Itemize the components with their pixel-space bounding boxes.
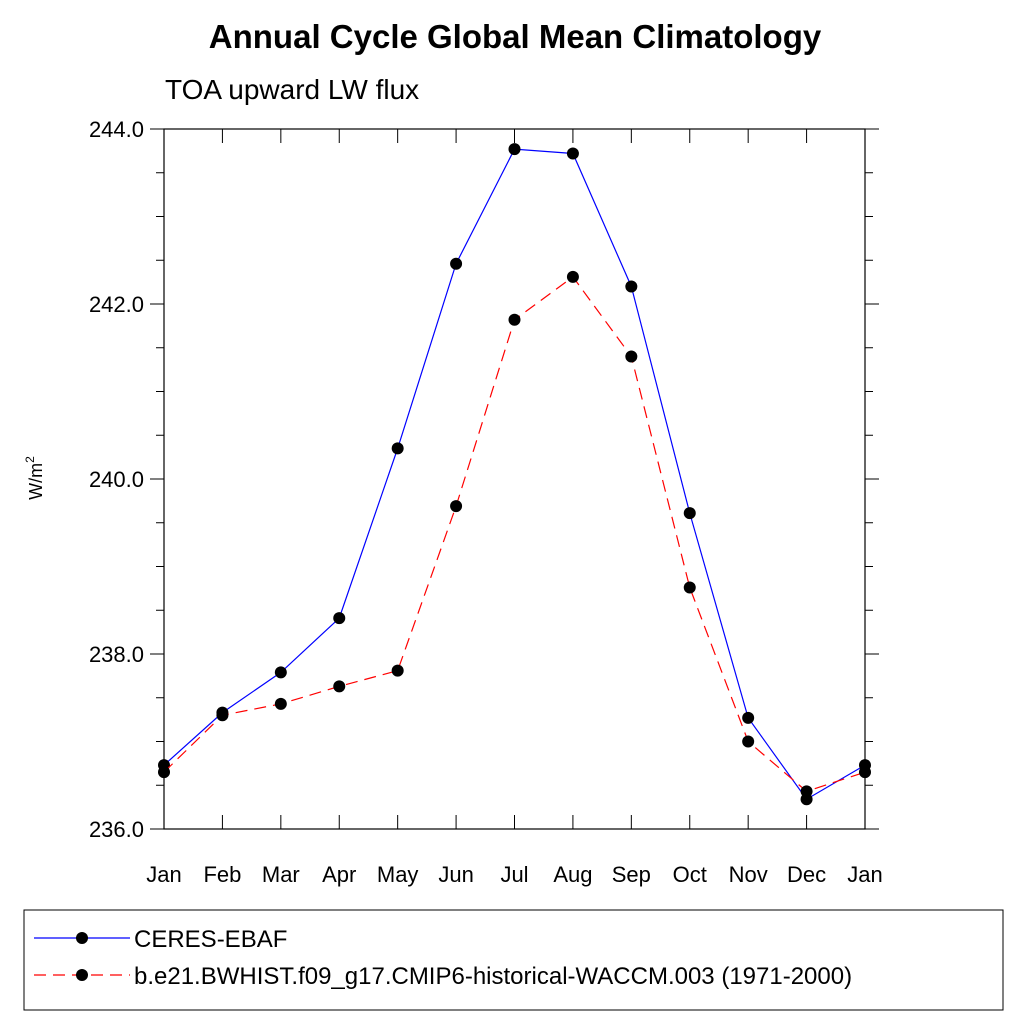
x-tick-labels: Jan Feb Mar Apr May Jun Jul Aug Sep Oct Nov Dec Jan [146, 862, 882, 887]
x-tick-label: Jul [500, 862, 528, 887]
legend-marker [76, 969, 88, 981]
x-tick-label: May [377, 862, 419, 887]
series-line [163, 276, 866, 793]
chart-subtitle: TOA upward LW flux [165, 74, 419, 105]
legend-label: CERES-EBAF [134, 926, 287, 953]
data-point [391, 664, 404, 677]
series-1 [158, 143, 871, 806]
series-line [163, 148, 866, 801]
plot-frame [163, 128, 866, 830]
y-tick-label: 240.0 [89, 467, 144, 492]
data-point [216, 709, 229, 722]
data-point [450, 257, 463, 270]
series-layer [158, 143, 871, 806]
x-tick-label: Apr [322, 862, 356, 887]
legend-entry: b.e21.BWHIST.f09_g17.CMIP6-historical-WA… [34, 963, 852, 990]
data-point [508, 143, 521, 156]
data-point [274, 666, 287, 679]
data-point [859, 766, 871, 779]
x-tick-label: Feb [203, 862, 241, 887]
data-point [742, 711, 755, 724]
y-tick-label: 242.0 [89, 292, 144, 317]
data-point [450, 500, 463, 513]
data-point [333, 612, 346, 625]
data-point [566, 147, 579, 160]
data-point [683, 581, 696, 594]
x-tick-label: Aug [553, 862, 592, 887]
legend-entry: CERES-EBAF [34, 926, 287, 953]
axis-ticks [150, 128, 879, 830]
y-axis-label: W/m2 [23, 456, 46, 500]
x-tick-label: Oct [673, 862, 707, 887]
data-point [625, 280, 638, 293]
data-point [391, 442, 404, 455]
data-point [683, 507, 696, 520]
data-point [333, 680, 346, 693]
x-tick-label: Nov [729, 862, 768, 887]
x-tick-label: Mar [262, 862, 300, 887]
x-tick-label: Dec [787, 862, 826, 887]
legend-marker [76, 932, 88, 944]
legend-box [23, 909, 1004, 1011]
y-tick-label: 238.0 [89, 642, 144, 667]
y-tick-label: 244.0 [89, 117, 144, 142]
x-tick-label: Sep [612, 862, 651, 887]
x-tick-label: Jun [438, 862, 473, 887]
data-point [274, 697, 287, 710]
data-point [158, 766, 170, 779]
x-tick-label: Jan [146, 862, 181, 887]
series-2 [158, 270, 871, 798]
x-tick-label: Jan [847, 862, 882, 887]
data-point [508, 313, 521, 326]
data-point [742, 735, 755, 748]
y-tick-labels: 236.0 238.0 240.0 242.0 244.0 [89, 117, 144, 842]
y-tick-label: 236.0 [89, 817, 144, 842]
data-point [566, 270, 579, 283]
legend-label: b.e21.BWHIST.f09_g17.CMIP6-historical-WA… [134, 963, 852, 990]
legend: CERES-EBAF b.e21.BWHIST.f09_g17.CMIP6-his… [34, 926, 852, 990]
data-point [800, 785, 813, 798]
data-point [625, 350, 638, 363]
chart-title: Annual Cycle Global Mean Climatology [209, 18, 822, 55]
